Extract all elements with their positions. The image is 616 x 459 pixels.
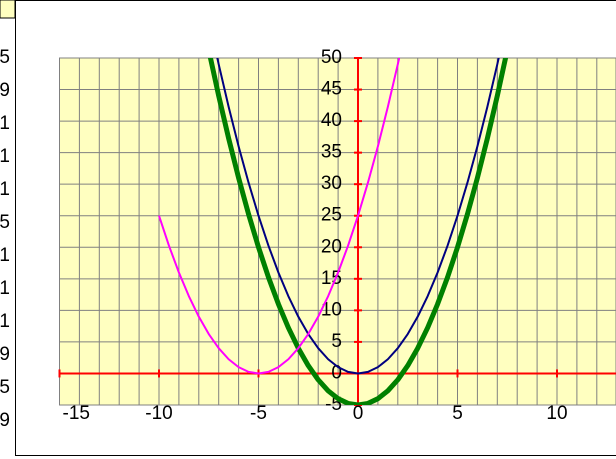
cell-value: 1 xyxy=(0,245,10,266)
y-tick-label: 15 xyxy=(321,268,342,289)
series-line xyxy=(216,58,500,375)
y-tick-label: 50 xyxy=(321,47,342,68)
x-tick-label: 5 xyxy=(452,403,463,424)
cell-value: 9 xyxy=(0,344,10,365)
series-line xyxy=(158,58,401,375)
y-tick-label: 40 xyxy=(321,110,342,131)
cell-value: 1 xyxy=(0,311,10,332)
cell-value: 1 xyxy=(0,278,10,299)
cell-value: 5 xyxy=(0,377,10,398)
sheet-column: 5 9 1 1 1 5 1 1 1 9 5 9 xyxy=(0,47,10,431)
y-tick-label: 45 xyxy=(321,79,342,100)
y-tick-label: 25 xyxy=(321,205,342,226)
x-tick-label: -10 xyxy=(145,403,172,424)
cell-value: 1 xyxy=(0,179,10,200)
x-tick-label: -15 xyxy=(63,403,90,424)
y-tick-label: 10 xyxy=(321,299,342,320)
y-tick-label: 0 xyxy=(331,362,342,383)
y-tick-label: 5 xyxy=(331,331,342,352)
y-tick-label: 30 xyxy=(321,173,342,194)
cell-value: 1 xyxy=(0,146,10,167)
cell-value: 1 xyxy=(0,113,10,134)
series-line xyxy=(207,58,509,405)
cell-value: 9 xyxy=(0,410,10,431)
x-tick-label: 0 xyxy=(353,403,364,424)
header-cell xyxy=(0,0,16,19)
cell-value: 9 xyxy=(0,80,10,101)
x-tick-label: 10 xyxy=(546,403,567,424)
cell-value: 5 xyxy=(0,47,10,68)
y-tick-label: 20 xyxy=(321,236,342,257)
series-group xyxy=(158,58,509,405)
x-tick-label: -5 xyxy=(250,403,267,424)
cell-value: 5 xyxy=(0,212,10,233)
y-tick-label: 35 xyxy=(321,142,342,163)
